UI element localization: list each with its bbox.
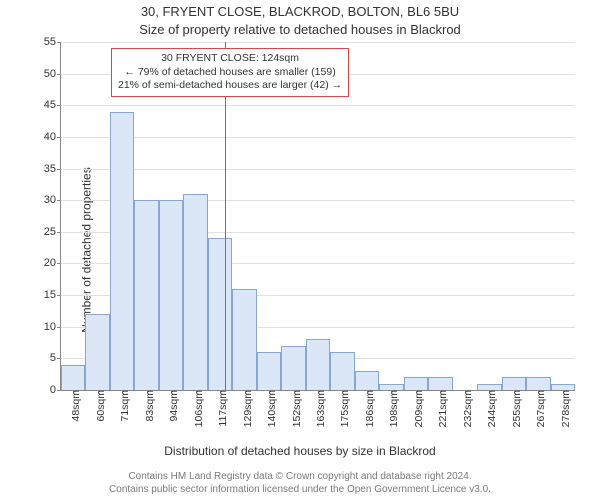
ytick-label: 40 — [44, 131, 61, 143]
annotation-line-3: 21% of semi-detached houses are larger (… — [118, 79, 342, 93]
histogram-bar — [85, 314, 109, 390]
histogram-bar — [355, 371, 379, 390]
ytick-label: 55 — [44, 36, 61, 48]
plot-area: 051015202530354045505548sqm60sqm71sqm83s… — [60, 42, 575, 391]
xtick-label: 186sqm — [358, 390, 376, 427]
histogram-bar — [257, 352, 281, 390]
annotation-box: 30 FRYENT CLOSE: 124sqm ← 79% of detache… — [111, 48, 349, 97]
ytick-label: 15 — [44, 289, 61, 301]
ytick-label: 5 — [50, 352, 61, 364]
histogram-bar — [306, 339, 330, 390]
gridline — [61, 137, 575, 138]
xtick-label: 255sqm — [505, 390, 523, 427]
xtick-label: 209sqm — [407, 390, 425, 427]
ytick-label: 30 — [44, 194, 61, 206]
xtick-label: 232sqm — [456, 390, 474, 427]
histogram-bar — [281, 346, 305, 390]
x-axis-label: Distribution of detached houses by size … — [0, 444, 600, 458]
histogram-bar — [232, 289, 256, 390]
histogram-bar — [526, 377, 550, 390]
annotation-line-1: 30 FRYENT CLOSE: 124sqm — [118, 52, 342, 66]
ytick-label: 10 — [44, 321, 61, 333]
xtick-label: 244sqm — [480, 390, 498, 427]
ytick-label: 35 — [44, 163, 61, 175]
histogram-bar — [404, 377, 428, 390]
chart-container: 30, FRYENT CLOSE, BLACKROD, BOLTON, BL6 … — [0, 0, 600, 500]
xtick-label: 117sqm — [211, 390, 229, 427]
xtick-label: 94sqm — [162, 390, 180, 422]
xtick-label: 106sqm — [187, 390, 205, 427]
annotation-line-2: ← 79% of detached houses are smaller (15… — [118, 66, 342, 80]
histogram-bar — [208, 238, 232, 390]
histogram-bar — [61, 365, 85, 390]
histogram-bar — [502, 377, 526, 390]
histogram-bar — [183, 194, 207, 390]
xtick-label: 152sqm — [285, 390, 303, 427]
xtick-label: 60sqm — [89, 390, 107, 422]
xtick-label: 71sqm — [113, 390, 131, 422]
histogram-bar — [134, 200, 158, 390]
gridline — [61, 169, 575, 170]
xtick-label: 163sqm — [309, 390, 327, 427]
ytick-label: 45 — [44, 99, 61, 111]
xtick-label: 140sqm — [260, 390, 278, 427]
histogram-bar — [110, 112, 134, 390]
xtick-label: 198sqm — [382, 390, 400, 427]
ytick-label: 20 — [44, 257, 61, 269]
footer-line-2: Contains public sector information licen… — [0, 484, 600, 497]
xtick-label: 129sqm — [236, 390, 254, 427]
histogram-bar — [428, 377, 452, 390]
footer-text: Contains HM Land Registry data © Crown c… — [0, 471, 600, 496]
chart-title-sub: Size of property relative to detached ho… — [0, 22, 600, 37]
ytick-label: 0 — [50, 384, 61, 396]
ytick-label: 25 — [44, 226, 61, 238]
xtick-label: 221sqm — [431, 390, 449, 427]
xtick-label: 83sqm — [138, 390, 156, 422]
gridline — [61, 42, 575, 43]
xtick-label: 48sqm — [64, 390, 82, 422]
ytick-label: 50 — [44, 68, 61, 80]
chart-title-main: 30, FRYENT CLOSE, BLACKROD, BOLTON, BL6 … — [0, 4, 600, 19]
xtick-label: 175sqm — [333, 390, 351, 427]
xtick-label: 278sqm — [554, 390, 572, 427]
gridline — [61, 105, 575, 106]
xtick-label: 267sqm — [529, 390, 547, 427]
histogram-bar — [330, 352, 354, 390]
footer-line-1: Contains HM Land Registry data © Crown c… — [0, 471, 600, 484]
histogram-bar — [159, 200, 183, 390]
